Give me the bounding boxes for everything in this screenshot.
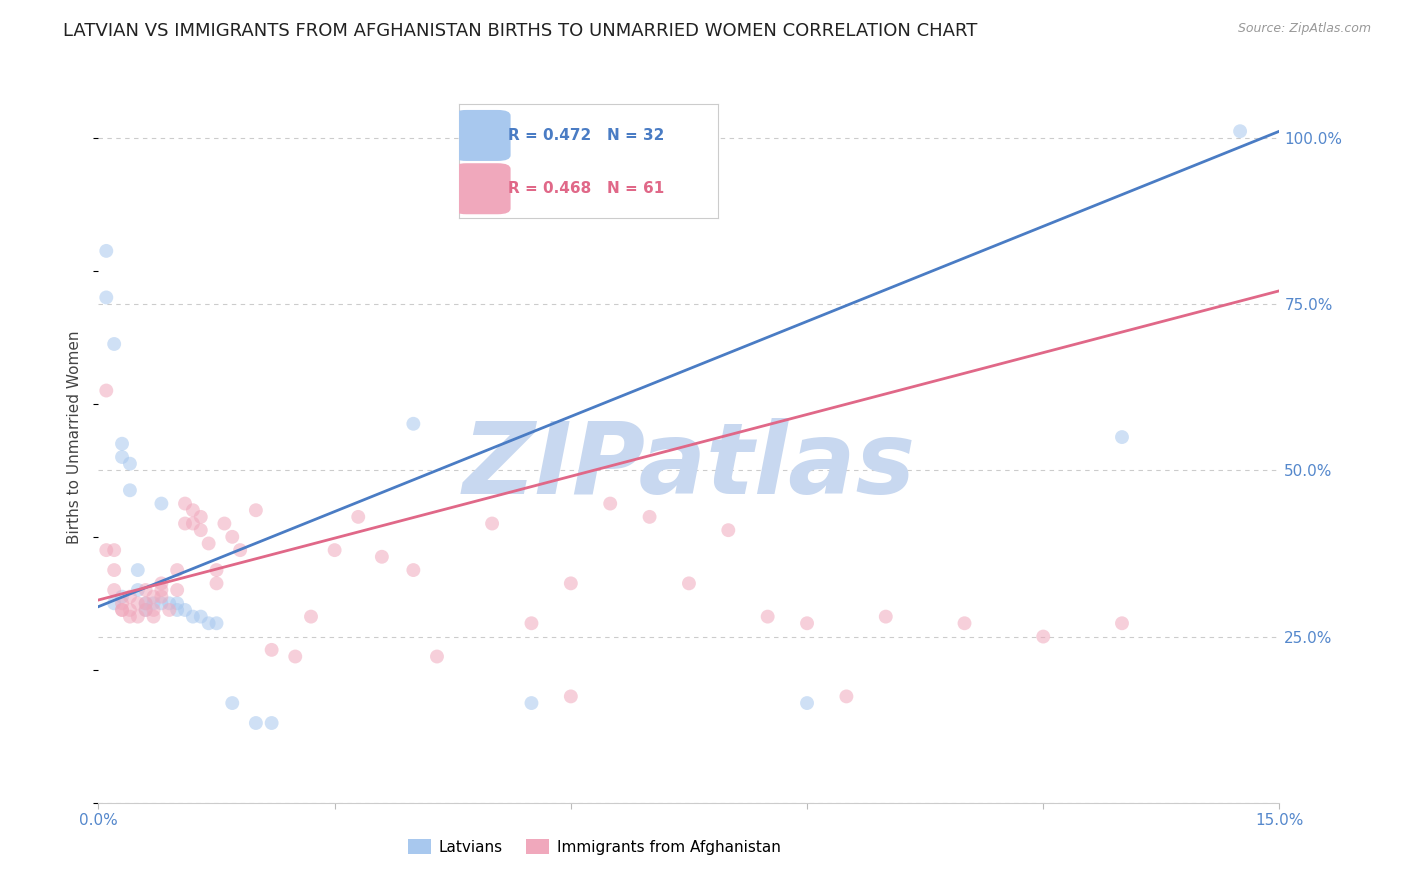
Point [96, 244, 118, 258]
Point [135, 582, 157, 597]
Point [150, 497, 173, 511]
Point [796, 696, 818, 710]
Point [111, 603, 134, 617]
Point [717, 523, 740, 537]
Point [221, 530, 243, 544]
Text: ZIPatlas: ZIPatlas [463, 417, 915, 515]
Point [260, 643, 283, 657]
Point [103, 563, 125, 577]
Point [190, 609, 212, 624]
Point [111, 450, 134, 464]
Point [245, 716, 267, 731]
Point [103, 543, 125, 558]
Point [426, 649, 449, 664]
Point [347, 509, 370, 524]
Point [197, 616, 219, 631]
Point [299, 609, 322, 624]
Point [135, 596, 157, 610]
Point [181, 503, 204, 517]
Point [96, 384, 118, 398]
Point [402, 563, 425, 577]
Point [197, 536, 219, 550]
Point [520, 696, 543, 710]
Point [221, 696, 243, 710]
Point [135, 603, 157, 617]
Point [142, 596, 165, 610]
Point [150, 590, 173, 604]
Point [150, 576, 173, 591]
Point [127, 563, 149, 577]
Point [127, 596, 149, 610]
Point [796, 616, 818, 631]
Point [481, 516, 503, 531]
Point [229, 543, 252, 558]
Point [118, 609, 141, 624]
Point [157, 603, 180, 617]
Point [96, 543, 118, 558]
Point [135, 603, 157, 617]
Point [111, 603, 134, 617]
Point [678, 576, 700, 591]
Point [245, 503, 267, 517]
Point [1111, 430, 1133, 444]
Point [190, 509, 212, 524]
Point [835, 690, 858, 704]
Point [599, 497, 621, 511]
Point [142, 603, 165, 617]
Point [560, 576, 582, 591]
Point [111, 436, 134, 450]
Point [371, 549, 394, 564]
Point [174, 497, 197, 511]
Point [638, 509, 661, 524]
Point [150, 582, 173, 597]
Legend: Latvians, Immigrants from Afghanistan: Latvians, Immigrants from Afghanistan [402, 833, 786, 861]
Point [166, 603, 188, 617]
Y-axis label: Births to Unmarried Women: Births to Unmarried Women [67, 330, 83, 544]
Point [118, 603, 141, 617]
Point [118, 483, 141, 498]
Point [205, 616, 228, 631]
Point [260, 716, 283, 731]
Point [135, 596, 157, 610]
Point [953, 616, 976, 631]
Point [1111, 616, 1133, 631]
Point [402, 417, 425, 431]
Point [166, 596, 188, 610]
Point [111, 590, 134, 604]
Point [520, 616, 543, 631]
Point [166, 582, 188, 597]
Point [118, 457, 141, 471]
Point [103, 337, 125, 351]
Point [96, 290, 118, 304]
Point [1229, 124, 1251, 138]
Point [174, 603, 197, 617]
Point [181, 609, 204, 624]
Point [284, 649, 307, 664]
Point [214, 516, 236, 531]
Text: LATVIAN VS IMMIGRANTS FROM AFGHANISTAN BIRTHS TO UNMARRIED WOMEN CORRELATION CHA: LATVIAN VS IMMIGRANTS FROM AFGHANISTAN B… [63, 22, 977, 40]
Point [118, 590, 141, 604]
Point [756, 609, 779, 624]
Point [875, 609, 897, 624]
Point [127, 609, 149, 624]
Point [157, 596, 180, 610]
Point [111, 596, 134, 610]
Text: Source: ZipAtlas.com: Source: ZipAtlas.com [1237, 22, 1371, 36]
Point [142, 590, 165, 604]
Point [1032, 630, 1054, 644]
Point [560, 690, 582, 704]
Point [174, 516, 197, 531]
Point [166, 563, 188, 577]
Point [142, 609, 165, 624]
Point [190, 523, 212, 537]
Point [205, 576, 228, 591]
Point [127, 582, 149, 597]
Point [181, 516, 204, 531]
Point [103, 582, 125, 597]
Point [323, 543, 346, 558]
Point [205, 563, 228, 577]
Point [103, 596, 125, 610]
Point [150, 596, 173, 610]
